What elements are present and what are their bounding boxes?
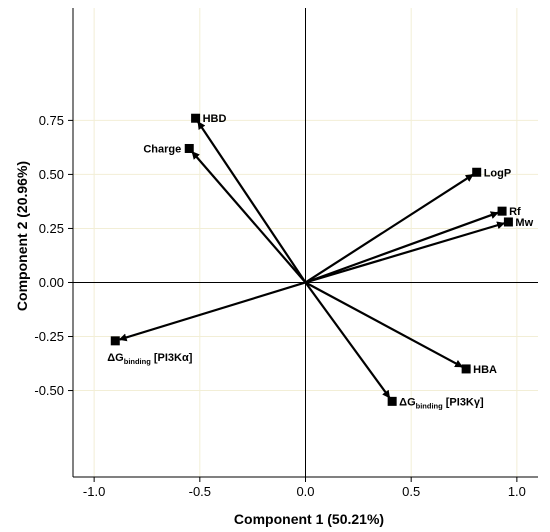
vector-hbd xyxy=(197,121,307,284)
vector-logp xyxy=(304,173,474,284)
y-tick-label-3: 0.00 xyxy=(39,275,64,290)
label-dg-binding-pi3k: ΔGbinding [PI3Kγ] xyxy=(399,396,484,410)
label-dg-binding-pi3k: ΔGbinding [PI3Kα] xyxy=(107,352,192,366)
x-tick-label-1: -0.5 xyxy=(189,484,211,499)
point-hba xyxy=(461,364,471,374)
label-mw: Mw xyxy=(515,217,533,229)
vector-dg-binding-pi3k xyxy=(118,281,306,342)
y-tick-label-0: 0.75 xyxy=(39,113,64,128)
vector-rf xyxy=(305,211,499,284)
loading-vectors xyxy=(118,121,506,399)
loading-points xyxy=(110,113,513,406)
x-tick-label-2: 0.0 xyxy=(296,484,314,499)
y-tick-label-4: -0.25 xyxy=(34,329,64,344)
point-dg-binding-pi3k xyxy=(387,396,397,406)
x-tick-label-4: 1.0 xyxy=(508,484,526,499)
point-mw xyxy=(503,217,513,227)
label-charge: Charge xyxy=(143,143,181,155)
vector-mw xyxy=(305,221,506,284)
vector-dg-binding-pi3k xyxy=(304,281,391,399)
point-logp xyxy=(472,167,482,177)
point-charge xyxy=(184,143,194,153)
vector-hba xyxy=(304,281,464,368)
tick-labels: -1.0 -0.5 0.0 0.5 1.0 0.75 0.50 0.25 0.00 -0.25 -0… xyxy=(34,113,526,499)
y-tick-label-5: -0.50 xyxy=(34,383,64,398)
label-hbd: HBD xyxy=(203,113,227,125)
y-tick-label-1: 0.50 xyxy=(39,167,64,182)
vector-charge xyxy=(191,151,307,284)
label-logp: LogP xyxy=(484,167,512,179)
label-hba: HBA xyxy=(473,364,497,376)
x-tick-label-0: -1.0 xyxy=(83,484,105,499)
label-rf: Rf xyxy=(509,206,521,218)
point-rf xyxy=(497,206,507,216)
x-tick-label-3: 0.5 xyxy=(402,484,420,499)
point-hbd xyxy=(191,113,201,123)
x-axis-title: Component 1 (50.21%) xyxy=(234,511,384,527)
y-tick-label-2: 0.25 xyxy=(39,221,64,236)
point-dg-binding-pi3k xyxy=(110,336,120,346)
y-axis-title: Component 2 (20.96%) xyxy=(14,161,30,311)
